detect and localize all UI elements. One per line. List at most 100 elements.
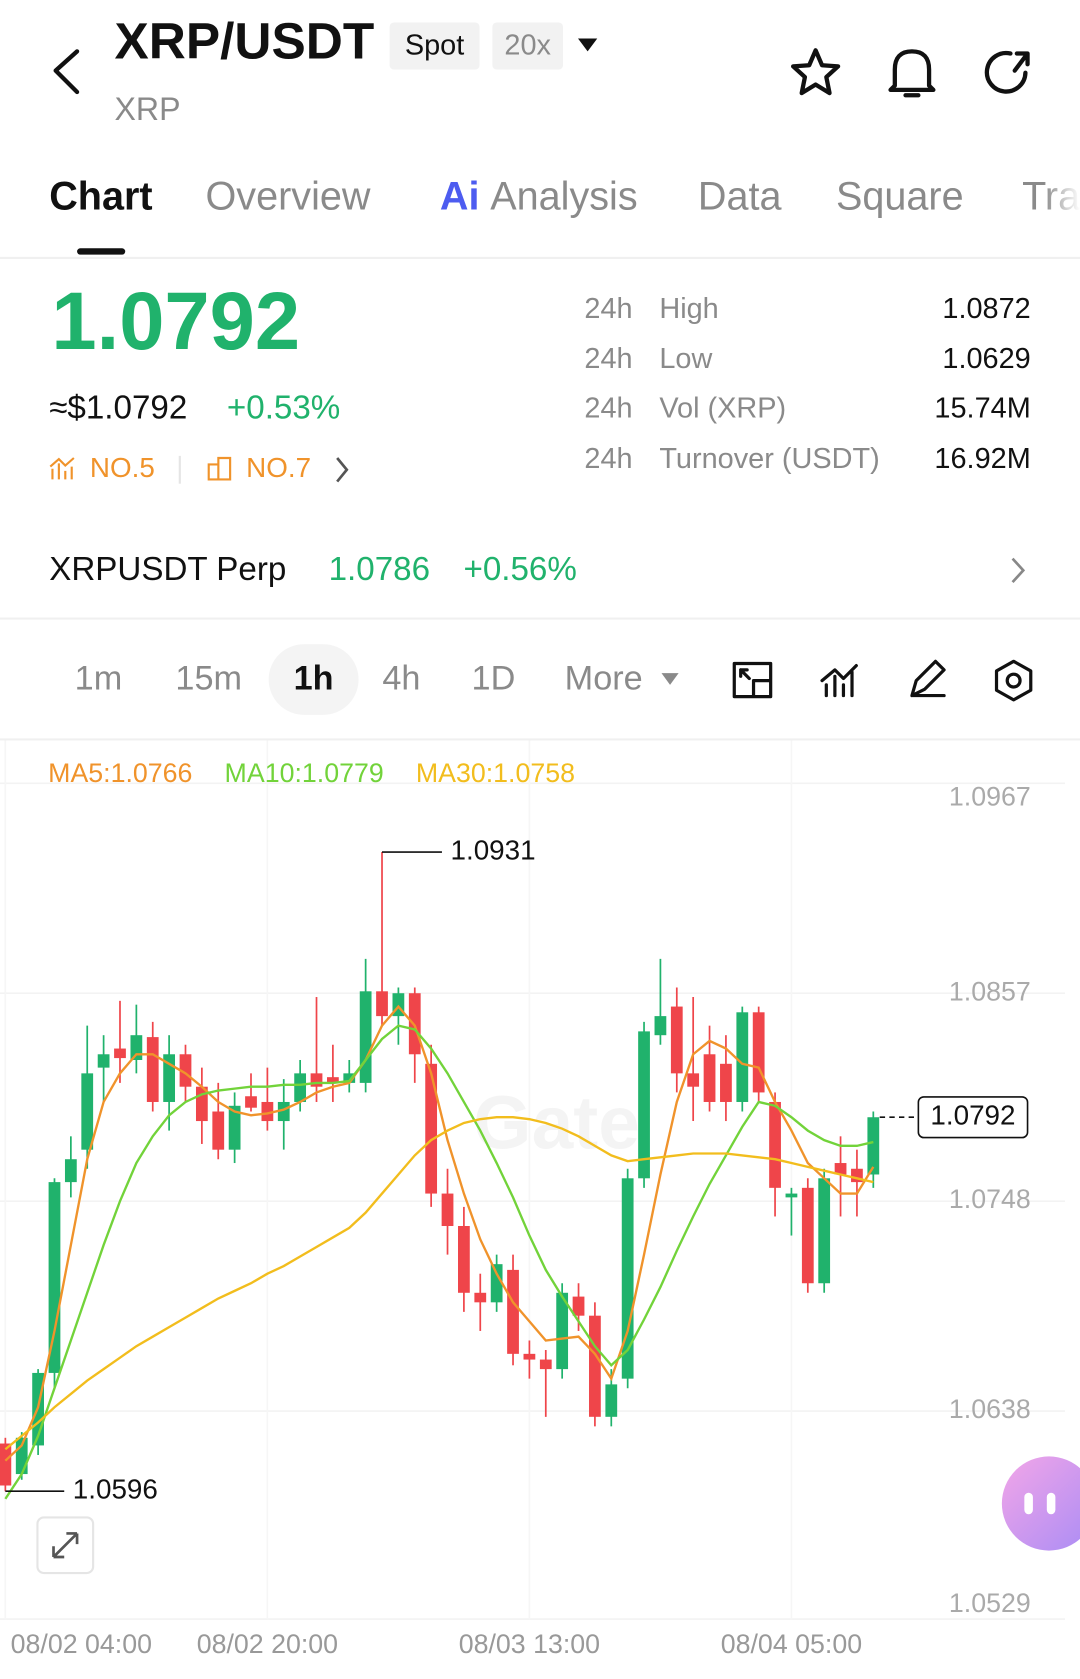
current-price-box bbox=[917, 1096, 1029, 1139]
stat-period: 24h bbox=[584, 343, 632, 375]
candle-body bbox=[114, 1048, 126, 1059]
interval[interactable]: More bbox=[565, 660, 643, 698]
favorite-icon[interactable] bbox=[791, 48, 841, 96]
stat-value: 16.92M bbox=[934, 443, 1030, 475]
settings-icon-core bbox=[1005, 672, 1022, 689]
candle-body bbox=[752, 1012, 765, 1093]
share-icon[interactable] bbox=[984, 50, 1030, 94]
chart-type-icon[interactable] bbox=[820, 664, 858, 698]
assistant-button[interactable] bbox=[1001, 1456, 1080, 1551]
tab[interactable]: Data bbox=[698, 174, 783, 218]
stat-label: High bbox=[659, 293, 718, 325]
candle-body bbox=[687, 1073, 700, 1087]
candle-body bbox=[130, 1035, 143, 1060]
candle-body bbox=[97, 1054, 110, 1068]
chevron[interactable] bbox=[336, 457, 349, 483]
candle-body bbox=[621, 1178, 634, 1379]
candle-body bbox=[15, 1437, 28, 1475]
candle-body bbox=[359, 991, 372, 1083]
candle-body bbox=[867, 1117, 880, 1175]
y-tick-label: 1.0638 bbox=[949, 1394, 1031, 1424]
stat-period: 24h bbox=[584, 443, 632, 475]
spot-badge: Spot bbox=[405, 30, 464, 62]
perp-name[interactable]: XRPUSDT Perp bbox=[49, 551, 286, 588]
tab[interactable]: Overview bbox=[206, 174, 371, 218]
ma-line bbox=[4, 1024, 874, 1500]
candle-body bbox=[326, 1077, 339, 1083]
alert-icon[interactable] bbox=[888, 49, 936, 98]
last-price: 1.0792 bbox=[51, 276, 300, 367]
candle-body bbox=[720, 1063, 732, 1102]
tab[interactable]: Chart bbox=[49, 174, 152, 218]
tab-underline bbox=[77, 248, 126, 255]
candle-body bbox=[212, 1111, 225, 1150]
candle-body bbox=[670, 1006, 683, 1074]
badge-bg bbox=[492, 22, 564, 70]
candle-body bbox=[769, 1101, 781, 1188]
badge-bg bbox=[389, 22, 480, 70]
perp-price: 1.0786 bbox=[329, 551, 430, 588]
candle-body bbox=[458, 1226, 470, 1293]
rank-icon bbox=[49, 457, 75, 480]
stat-value: 1.0629 bbox=[942, 343, 1030, 375]
candle-body bbox=[294, 1073, 307, 1102]
pair-title: XRP/USDT bbox=[115, 12, 375, 70]
interval-bar: 1m 15m 1h 4h 1D More bbox=[75, 644, 643, 715]
rank[interactable]: NO.5 bbox=[90, 452, 155, 483]
interval[interactable]: 1D bbox=[472, 660, 516, 698]
ma-legend: MA5:1.0766 bbox=[48, 758, 192, 788]
interval[interactable]: 1h bbox=[294, 660, 334, 698]
chevron[interactable] bbox=[1011, 557, 1026, 584]
stat-period: 24h bbox=[584, 392, 632, 424]
candle-body bbox=[507, 1269, 519, 1354]
candle-body bbox=[818, 1178, 831, 1284]
stat-label: Turnover (USDT) bbox=[659, 443, 879, 475]
dropdown-arrow[interactable] bbox=[661, 673, 679, 685]
candle-body bbox=[834, 1163, 847, 1175]
rank[interactable]: NO.7 bbox=[246, 452, 311, 483]
candle-body bbox=[654, 1016, 667, 1036]
assistant-icon bbox=[1024, 1492, 1033, 1515]
ma-line bbox=[4, 1004, 875, 1462]
candle-body bbox=[179, 1054, 192, 1087]
candle-body bbox=[523, 1353, 536, 1360]
y-tick-label: 1.0857 bbox=[949, 976, 1031, 1006]
indicator-icon[interactable] bbox=[732, 661, 773, 699]
grid: 1.0529 1.0638 1.0748 1.0857 1.0967 08/02 04:0… bbox=[0, 740, 1066, 1659]
candle-body bbox=[0, 1443, 12, 1486]
candle-body bbox=[163, 1054, 176, 1102]
candle-body bbox=[376, 991, 388, 1017]
candle-body bbox=[48, 1182, 61, 1373]
tab[interactable]: Square bbox=[836, 174, 964, 218]
stats-table: 24h High 1.0872 24h Low 1.0629 24h Vol (XRP) 15.… bbox=[584, 293, 1030, 475]
tab-fade bbox=[1043, 139, 1080, 257]
dropdown-arrow[interactable] bbox=[577, 38, 598, 52]
pair-subtitle: XRP bbox=[115, 91, 181, 127]
candle-body bbox=[474, 1292, 487, 1303]
back-button[interactable] bbox=[53, 49, 80, 95]
candle-body bbox=[310, 1073, 323, 1087]
draw-icon[interactable] bbox=[910, 659, 946, 698]
candle-body bbox=[572, 1296, 585, 1316]
candle-body bbox=[441, 1193, 454, 1227]
candle-body bbox=[638, 1031, 650, 1179]
candle-body bbox=[146, 1037, 159, 1102]
y-tick-label: 1.0748 bbox=[949, 1184, 1031, 1214]
candle-body bbox=[785, 1193, 798, 1198]
high-label: 1.0931 bbox=[451, 834, 536, 865]
interval[interactable]: 4h bbox=[382, 660, 420, 698]
y-tick-label: 1.0529 bbox=[949, 1588, 1031, 1618]
stat-label: Low bbox=[659, 343, 712, 375]
settings-icon[interactable] bbox=[994, 659, 1033, 702]
candle-body bbox=[851, 1168, 863, 1183]
leverage-badge: 20x bbox=[504, 30, 551, 62]
candle-body bbox=[277, 1101, 290, 1122]
tab[interactable]: Analysis bbox=[490, 174, 637, 218]
ma-legend: MA30:1.0758 bbox=[416, 758, 575, 788]
interval[interactable]: 1m bbox=[75, 660, 123, 698]
interval[interactable]: 15m bbox=[175, 660, 242, 698]
assistant-icon bbox=[1046, 1492, 1056, 1515]
candle-body bbox=[589, 1315, 601, 1417]
x-tick-label: 08/02 20:00 bbox=[197, 1629, 338, 1659]
